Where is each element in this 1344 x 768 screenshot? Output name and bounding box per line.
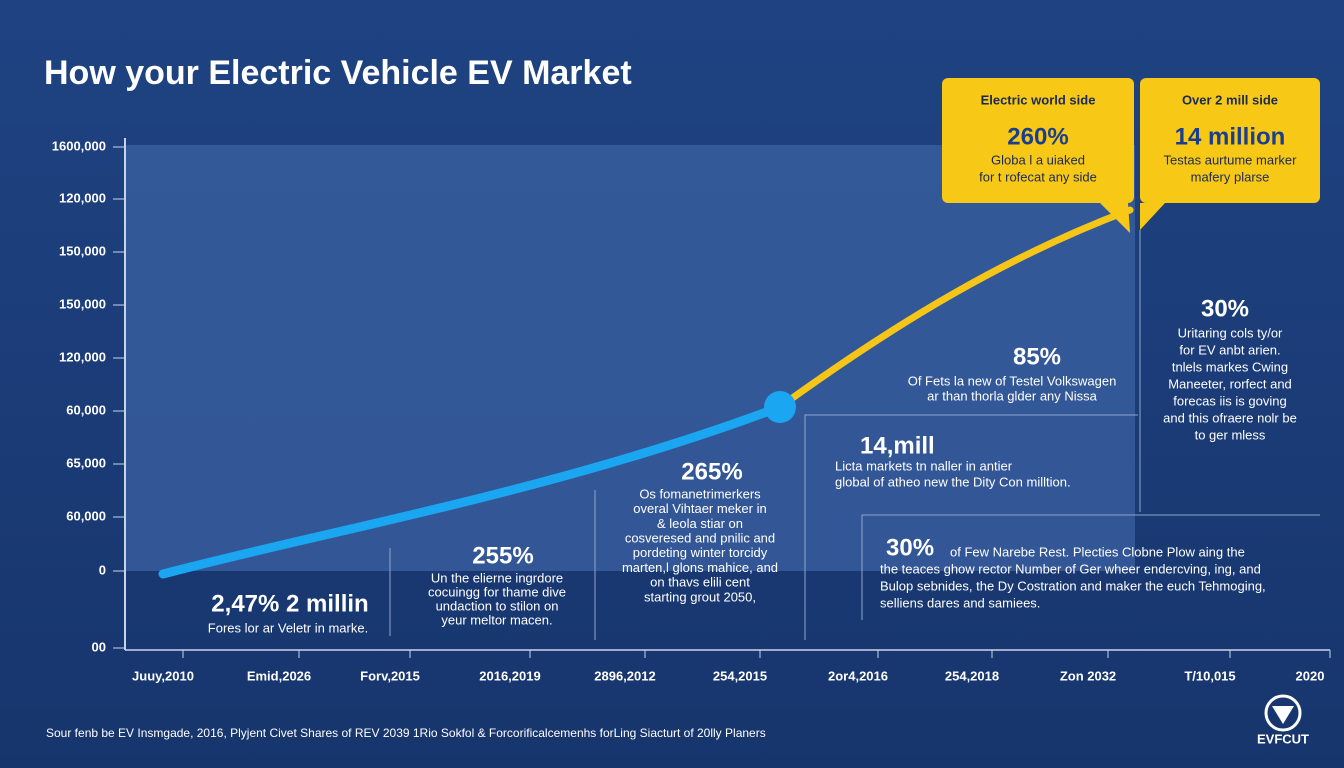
annotation-text: Fores lor ar Veletr in marke.	[208, 620, 368, 635]
logo: EVFCUT	[1257, 731, 1309, 746]
annotation-text: Un the elierne ingrdore	[431, 570, 563, 585]
annotation-text: cocuingg for thame dive	[428, 584, 566, 599]
x-tick-label: Emid,2026	[247, 668, 311, 683]
callout-tail	[1100, 203, 1130, 233]
plot-panel	[125, 145, 1135, 571]
x-tick-label: 2or4,2016	[828, 668, 888, 683]
annotation-text: undaction to stilon on	[436, 598, 559, 613]
callout-text: Testas aurtume marker	[1164, 152, 1298, 167]
milestone-dot	[764, 391, 796, 423]
annotation-text: ar than thorla glder any Nissa	[927, 388, 1098, 403]
growth-curve-projection	[776, 206, 1134, 411]
annotation-text: on thavs elili cent	[650, 575, 750, 590]
y-tick-label: 1600,000	[52, 138, 106, 153]
annotation-value: 265%	[681, 458, 742, 485]
callout-box	[942, 78, 1134, 203]
x-tick-label: 254,2018	[945, 668, 999, 683]
y-tick-label: 00	[92, 639, 106, 654]
annotation-text: to ger mless	[1195, 427, 1266, 442]
x-tick-label: Forv,2015	[360, 668, 420, 683]
y-tick-label: 0	[99, 562, 106, 577]
annotation-text: & leola stiar on	[657, 516, 743, 531]
y-tick-label: 150,000	[59, 296, 106, 311]
callout-text: for t rofecat any side	[979, 169, 1097, 184]
callout-heading: Over 2 mill side	[1182, 92, 1278, 107]
annotation-text: Of Fets la new of Testel Volkswagen	[908, 373, 1117, 388]
annotation-text: pordeting winter torcidy	[633, 545, 768, 560]
x-tick-label: 2020	[1296, 668, 1325, 683]
x-tick-label: 254,2015	[713, 668, 767, 683]
annotation-value: 2,47% 2 millin	[211, 590, 368, 617]
annotation-value: 85%	[1013, 343, 1061, 370]
y-tick-label: 120,000	[59, 190, 106, 205]
annotation-text: Bulop sebnides, the Dy Costration and ma…	[880, 578, 1266, 593]
annotation-text: marten,l glons mahice, and	[622, 560, 778, 575]
annotation-text: tnlels markes Cwing	[1172, 359, 1288, 374]
y-tick-label: 60,000	[66, 508, 106, 523]
callout-value: 260%	[1007, 123, 1068, 150]
dividers	[389, 230, 1320, 640]
annotation-text: Maneeter, rorfect and	[1168, 376, 1292, 391]
y-tick-label: 120,000	[59, 349, 106, 364]
title: How your Electric Vehicle EV Market	[44, 54, 632, 92]
x-tick-label: 2896,2012	[594, 668, 655, 683]
annotation-value: 30%	[1201, 295, 1249, 322]
callout-value: 14 million	[1175, 123, 1286, 150]
annotation-text: starting grout 2050,	[644, 589, 756, 604]
callout-heading: Electric world side	[981, 92, 1096, 107]
y-tick-label: 60,000	[66, 402, 106, 417]
annotation-value: 30%	[886, 534, 934, 561]
annotation-text: cosveresed and pnilic and	[625, 531, 775, 546]
callout-tail	[1140, 203, 1165, 230]
annotation-text: of Few Narebe Rest. Plecties Clobne Plow…	[950, 544, 1245, 559]
y-tick-label: 65,000	[66, 455, 106, 470]
y-tick-label: 150,000	[59, 243, 106, 258]
x-tick-label: 2016,2019	[479, 668, 540, 683]
annotation-text: Os fomanetrimerkers	[639, 486, 761, 501]
x-tick-label: Juuy,2010	[132, 668, 194, 683]
x-tick-label: T/10,015	[1184, 668, 1235, 683]
x-tick-label: Zon 2032	[1060, 668, 1116, 683]
callout-text: mafery plarse	[1191, 169, 1270, 184]
growth-curve	[158, 402, 785, 579]
annotation-text: for EV anbt arien.	[1179, 342, 1280, 357]
callout-box	[1140, 78, 1320, 203]
annotation-text: Uritaring cols ty/or	[1178, 325, 1283, 340]
annotation-text: yeur meltor macen.	[441, 612, 552, 627]
callout-text: Globa l a uiaked	[991, 152, 1085, 167]
annotation-text: and this ofraere nolr be	[1163, 410, 1297, 425]
annotation-value: 255%	[472, 542, 533, 569]
annotation-text: global of atheo new the Dity Con milltio…	[835, 474, 1071, 489]
annotation-text: selliens dares and samiees.	[880, 595, 1040, 610]
logo-icon	[1264, 694, 1302, 732]
annotation-text: Licta markets tn naller in antier	[835, 458, 1013, 473]
annotation-text: forecas iis is goving	[1173, 393, 1286, 408]
annotation-text: overal Vihtaer meker in	[633, 501, 766, 516]
footer: Sour fenb be EV Insmgade, 2016, Plyjent …	[46, 726, 766, 740]
annotation-value: 14,mill	[860, 432, 935, 459]
annotation-text: the teaces ghow rector Number of Ger whe…	[880, 561, 1261, 576]
